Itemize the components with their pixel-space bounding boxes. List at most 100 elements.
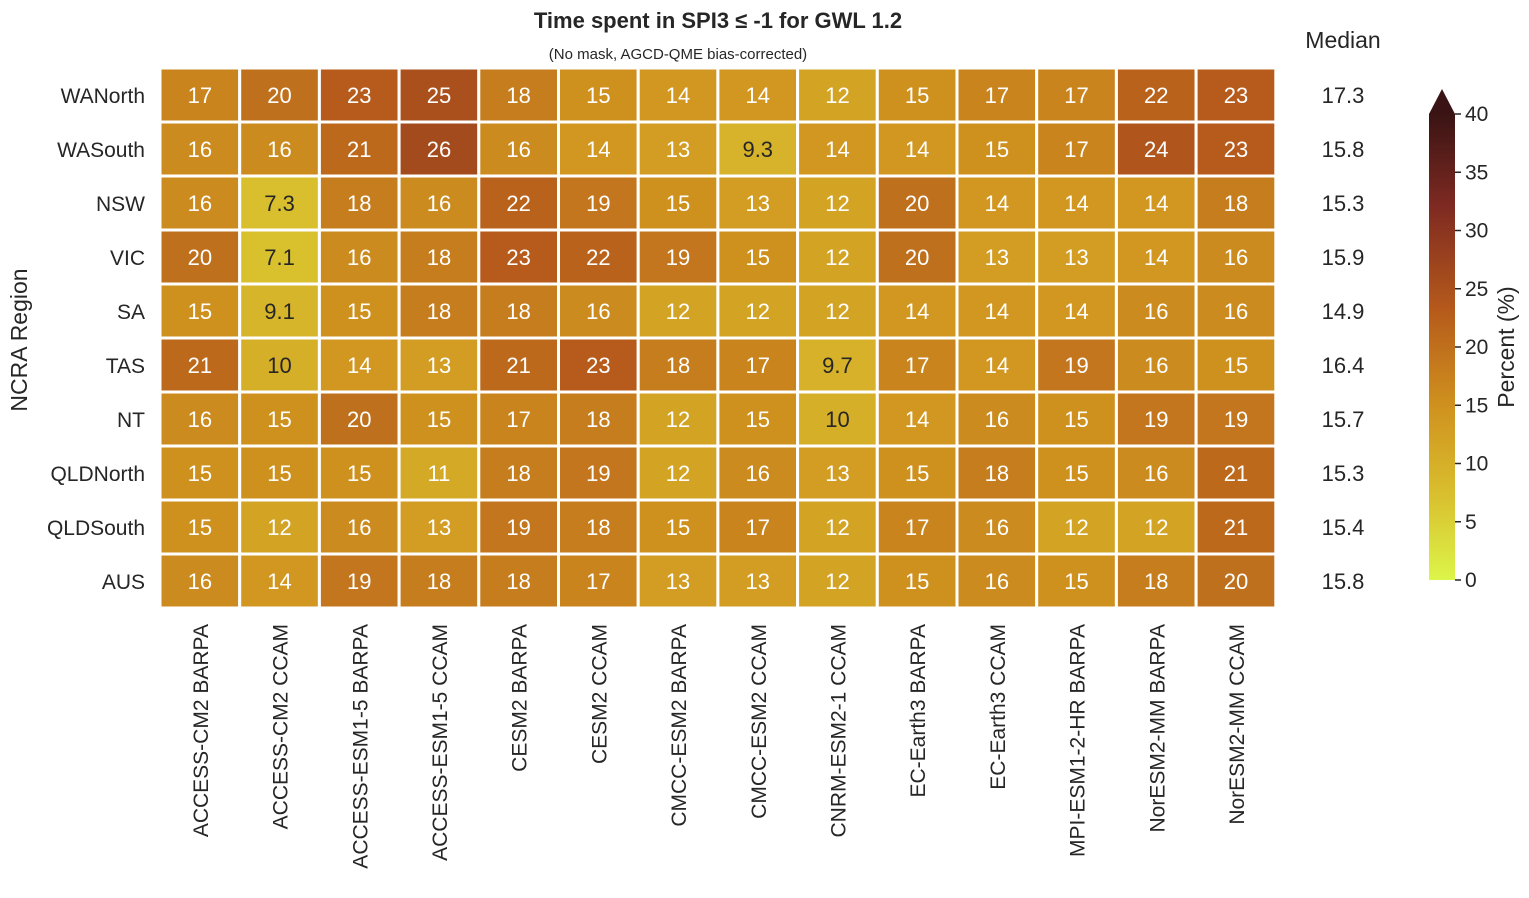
cell-value-label: 13 bbox=[825, 461, 849, 486]
colorbar-ticks: 0 5 10 15 20 25 30 35 40 bbox=[1455, 103, 1488, 592]
heatmap-cell bbox=[557, 120, 640, 178]
cell-value-label: 21 bbox=[188, 353, 212, 378]
cell-value-label: 15 bbox=[985, 137, 1009, 162]
heatmap-cell bbox=[1114, 390, 1198, 448]
heatmap-cell bbox=[875, 444, 959, 502]
heatmap-cell bbox=[796, 228, 879, 286]
column-tick-label: NorESM2-MM BARPA bbox=[1146, 624, 1169, 832]
heatmap-cell bbox=[317, 498, 401, 556]
cell-value-label: 14 bbox=[1144, 245, 1168, 270]
column-tick-label: EC-Earth3 BARPA bbox=[907, 624, 930, 798]
cell-value-label: 15 bbox=[746, 407, 770, 432]
median-value: 15.9 bbox=[1322, 245, 1365, 270]
cell-value-label: 15 bbox=[746, 245, 770, 270]
cell-value-label: 14 bbox=[985, 353, 1009, 378]
cell-value-label: 13 bbox=[746, 191, 770, 216]
cell-value-label: 18 bbox=[347, 191, 371, 216]
cell-value-label: 9.1 bbox=[264, 299, 295, 324]
cell-value-label: 16 bbox=[586, 299, 610, 324]
median-header: Median bbox=[1305, 27, 1380, 53]
row-tick-label: NSW bbox=[96, 193, 145, 216]
heatmap-cell bbox=[317, 282, 401, 340]
cell-value-label: 15 bbox=[1064, 461, 1088, 486]
heatmap-cell bbox=[1194, 552, 1278, 610]
cell-value-label: 19 bbox=[1144, 407, 1168, 432]
cell-value-label: 12 bbox=[666, 461, 690, 486]
cell-value-label: 11 bbox=[428, 461, 451, 486]
heatmap-cell bbox=[397, 498, 481, 556]
heatmap-cell bbox=[796, 336, 879, 394]
median-value: 15.3 bbox=[1322, 461, 1365, 486]
colorbar-tick-label: 0 bbox=[1465, 569, 1477, 592]
cell-value-label: 12 bbox=[267, 515, 291, 540]
cell-value-label: 20 bbox=[188, 245, 212, 270]
colorbar-tick-label: 35 bbox=[1465, 161, 1488, 184]
cell-value-label: 14 bbox=[1064, 299, 1088, 324]
row-tick-label: QLDNorth bbox=[50, 463, 145, 486]
median-value: 14.9 bbox=[1322, 299, 1365, 324]
cell-value-label: 16 bbox=[1144, 299, 1168, 324]
column-labels: ACCESS-CM2 BARPA ACCESS-CM2 CCAM ACCESS-ES… bbox=[190, 624, 1249, 869]
heatmap-cell bbox=[477, 444, 560, 502]
cell-value-label: 14 bbox=[905, 137, 929, 162]
median-value: 15.7 bbox=[1322, 407, 1365, 432]
cell-value-label: 15 bbox=[347, 299, 371, 324]
heatmap-cell bbox=[317, 120, 401, 178]
median-value: 15.4 bbox=[1322, 515, 1365, 540]
cell-value-label: 15 bbox=[188, 461, 212, 486]
cell-value-label: 24 bbox=[1144, 137, 1168, 162]
colorbar-tick-label: 25 bbox=[1465, 278, 1488, 301]
cell-value-label: 13 bbox=[427, 353, 451, 378]
cell-value-label: 18 bbox=[506, 569, 530, 594]
heatmap-cell bbox=[875, 282, 959, 340]
cell-value-label: 20 bbox=[905, 191, 929, 216]
row-tick-label: AUS bbox=[102, 571, 145, 594]
cell-value-label: 15 bbox=[188, 299, 212, 324]
cell-value-label: 15 bbox=[905, 83, 929, 108]
cell-value-label: 16 bbox=[1144, 461, 1168, 486]
colorbar-tick-label: 15 bbox=[1465, 394, 1488, 417]
heatmap-cell bbox=[1035, 390, 1118, 448]
row-tick-label: QLDSouth bbox=[47, 517, 145, 540]
cell-value-label: 10 bbox=[267, 353, 291, 378]
cell-value-label: 16 bbox=[427, 191, 451, 216]
cell-value-label: 14 bbox=[825, 137, 849, 162]
heatmap-cell bbox=[397, 228, 481, 286]
cell-value-label: 17 bbox=[1064, 83, 1088, 108]
cell-value-label: 14 bbox=[1144, 191, 1168, 216]
cell-value-label: 16 bbox=[188, 407, 212, 432]
column-tick-label: ACCESS-ESM1-5 CCAM bbox=[429, 624, 452, 861]
cell-value-label: 16 bbox=[267, 137, 291, 162]
heatmap-cell bbox=[238, 336, 321, 394]
cell-value-label: 19 bbox=[1064, 353, 1088, 378]
cell-value-label: 15 bbox=[427, 407, 451, 432]
cell-value-label: 12 bbox=[1144, 515, 1168, 540]
cell-value-label: 17 bbox=[746, 353, 770, 378]
cell-value-label: 9.3 bbox=[742, 137, 773, 162]
cell-value-label: 18 bbox=[1144, 569, 1168, 594]
cell-value-label: 13 bbox=[666, 569, 690, 594]
heatmap-cell bbox=[317, 336, 401, 394]
heatmap-cell bbox=[1194, 498, 1278, 556]
cell-value-label: 14 bbox=[347, 353, 371, 378]
colorbar-tick-label: 10 bbox=[1465, 453, 1488, 476]
cell-value-label: 14 bbox=[1064, 191, 1088, 216]
cell-value-label: 12 bbox=[825, 569, 849, 594]
cell-value-label: 20 bbox=[267, 83, 291, 108]
cell-value-label: 12 bbox=[825, 299, 849, 324]
heatmap-cell bbox=[796, 498, 879, 556]
cell-value-label: 14 bbox=[905, 407, 929, 432]
heatmap-cell bbox=[716, 228, 800, 286]
row-tick-label: WANorth bbox=[61, 85, 145, 108]
column-tick-label: MPI-ESM1-2-HR BARPA bbox=[1067, 624, 1090, 857]
cell-value-label: 14 bbox=[746, 83, 770, 108]
heatmap-cell bbox=[716, 336, 800, 394]
column-tick-label: CESM2 CCAM bbox=[588, 624, 611, 764]
median-value: 17.3 bbox=[1322, 83, 1365, 108]
cell-value-label: 22 bbox=[506, 191, 530, 216]
heatmap-cell bbox=[1194, 336, 1278, 394]
heatmap-cell bbox=[1035, 552, 1118, 610]
heatmap-cell bbox=[158, 552, 242, 610]
cell-value-label: 23 bbox=[1224, 83, 1248, 108]
